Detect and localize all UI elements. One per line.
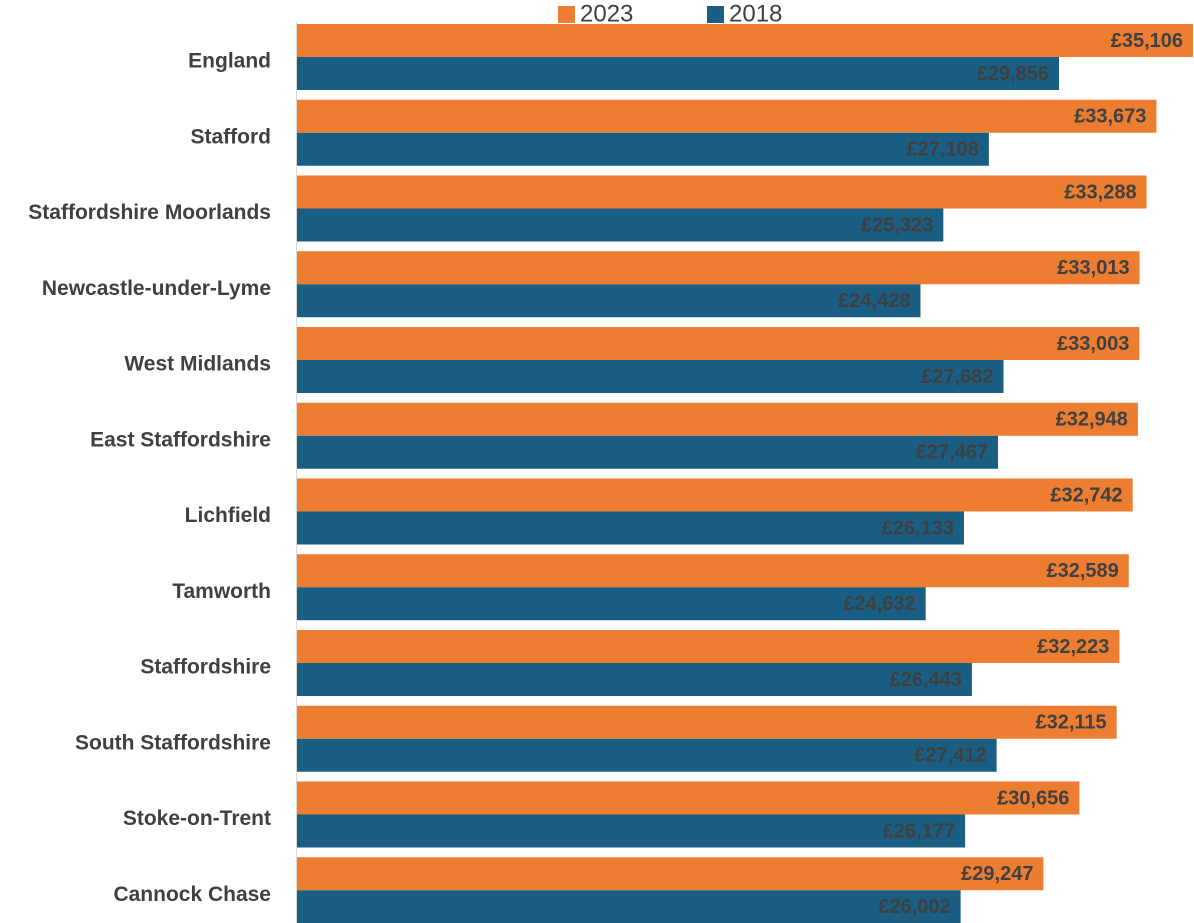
category-label: Cannock Chase	[113, 883, 271, 906]
bar-2018-11	[297, 890, 961, 923]
data-label: £27,108	[907, 139, 979, 161]
bar-2023-7	[297, 554, 1129, 588]
data-label: £32,589	[1046, 560, 1118, 582]
data-label: £26,177	[883, 820, 955, 842]
category-label: West Midlands	[124, 353, 271, 376]
data-label: £32,223	[1037, 636, 1109, 658]
data-label: £33,013	[1057, 257, 1129, 279]
data-label: £32,948	[1056, 409, 1128, 431]
bar-2018-4	[297, 360, 1004, 393]
bar-2018-6	[297, 511, 964, 545]
category-label: Stoke-on-Trent	[123, 807, 271, 830]
category-label: South Staffordshire	[75, 731, 271, 754]
legend-swatch-2018	[707, 6, 724, 23]
category-label: East Staffordshire	[90, 428, 271, 451]
data-label: £32,115	[1035, 712, 1106, 734]
bar-2023-0	[297, 24, 1193, 57]
bar-2018-3	[297, 284, 921, 318]
bar-2023-11	[297, 857, 1044, 891]
value-labels: £35,106 £29,856 £33,673 £27,108 £33,288 £25,3…	[838, 30, 1183, 918]
category-label: Stafford	[191, 125, 272, 148]
bar-2023-2	[297, 175, 1147, 209]
category-label: Lichfield	[185, 504, 271, 527]
category-label: Staffordshire Moorlands	[28, 201, 271, 224]
bar-2023-10	[297, 781, 1080, 815]
data-label: £27,467	[916, 442, 988, 464]
bar-2018-7	[297, 587, 926, 621]
data-label: £26,133	[882, 517, 954, 539]
category-labels: England Stafford Staffordshire Moorlands Ne…	[28, 50, 271, 906]
data-label: £33,003	[1057, 333, 1129, 355]
data-label: £25,323	[861, 214, 933, 236]
bar-2018-1	[297, 132, 989, 166]
data-label: £32,742	[1050, 484, 1122, 506]
bar-2018-9	[297, 738, 997, 772]
category-label: England	[188, 50, 271, 73]
bar-2023-6	[297, 478, 1133, 512]
data-label: £30,656	[997, 787, 1069, 809]
category-label: Staffordshire	[140, 656, 271, 679]
data-label: £24,632	[843, 593, 915, 615]
data-label: £33,288	[1064, 181, 1136, 203]
bar-2018-10	[297, 814, 966, 848]
data-label: £33,673	[1074, 106, 1146, 128]
data-label: £26,443	[890, 669, 962, 691]
data-label: £26,002	[878, 896, 950, 918]
bar-2023-3	[297, 251, 1140, 285]
bar-2023-4	[297, 327, 1140, 360]
bar-2018-2	[297, 208, 944, 242]
bar-2023-8	[297, 630, 1120, 663]
bars-group	[297, 24, 1193, 923]
legend: 2023 2018	[558, 0, 782, 27]
bar-2018-8	[297, 663, 972, 696]
category-label: Newcastle-under-Lyme	[42, 277, 271, 300]
category-label: Tamworth	[172, 580, 271, 603]
data-label: £35,106	[1111, 30, 1183, 52]
legend-label-2018: 2018	[729, 0, 782, 27]
legend-swatch-2023	[558, 6, 575, 23]
bar-2018-5	[297, 435, 999, 469]
bar-2018-0	[297, 57, 1060, 90]
bar-2023-9	[297, 705, 1117, 739]
legend-label-2023: 2023	[580, 0, 633, 27]
bar-2023-5	[297, 402, 1138, 436]
data-label: £29,247	[961, 863, 1033, 885]
bar-2023-1	[297, 99, 1157, 133]
data-label: £27,412	[914, 745, 986, 767]
data-label: £27,682	[921, 366, 993, 388]
data-label: £29,856	[977, 63, 1049, 85]
data-label: £24,428	[838, 290, 910, 312]
